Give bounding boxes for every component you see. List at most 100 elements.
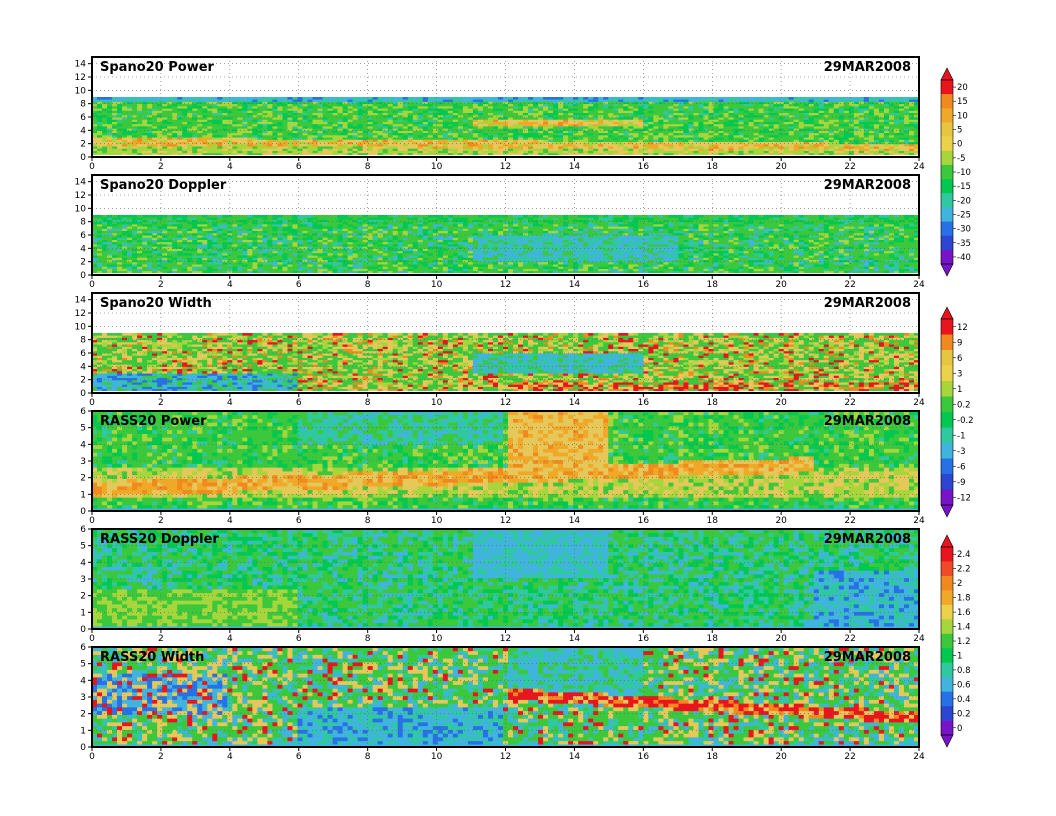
heatmap-cell — [177, 231, 182, 234]
heatmap-cell — [458, 113, 463, 116]
heatmap-cell — [267, 97, 272, 100]
heatmap-cell — [894, 97, 899, 100]
heatmap-cell — [423, 113, 428, 116]
heatmap-cell — [578, 113, 583, 116]
heatmap-cell — [333, 97, 338, 100]
heatmap-cell — [97, 142, 102, 145]
heatmap-cell — [292, 142, 297, 145]
heatmap-cell — [638, 142, 643, 145]
heatmap-cell — [142, 215, 147, 218]
heatmap-cell — [187, 231, 192, 234]
heatmap-cell — [483, 113, 488, 116]
heatmap-cell — [147, 142, 152, 145]
heatmap-cell — [794, 113, 799, 116]
heatmap-cell — [177, 260, 182, 263]
heatmap-cell — [528, 97, 533, 100]
heatmap-cell — [764, 113, 769, 116]
heatmap-cell — [829, 142, 834, 145]
heatmap-cell — [182, 97, 187, 100]
heatmap-cell — [739, 97, 744, 100]
heatmap-cell — [162, 113, 167, 116]
heatmap-cell — [698, 142, 703, 145]
heatmap-cell — [147, 231, 152, 234]
heatmap-cell — [889, 97, 894, 100]
heatmap-cell — [598, 97, 603, 100]
heatmap-cell — [202, 97, 207, 100]
heatmap-cell — [408, 97, 413, 100]
heatmap-cell — [247, 113, 252, 116]
heatmap-cell — [724, 113, 729, 116]
heatmap-cell — [117, 215, 122, 218]
heatmap-cell — [97, 231, 102, 234]
heatmap-cell — [373, 113, 378, 116]
heatmap-cell — [729, 113, 734, 116]
heatmap-cell — [338, 113, 343, 116]
heatmap-cell — [443, 97, 448, 100]
heatmap-cell — [498, 97, 503, 100]
heatmap-cell — [819, 97, 824, 100]
heatmap-cell — [137, 215, 142, 218]
heatmap-cell — [443, 113, 448, 116]
heatmap-cell — [819, 113, 824, 116]
heatmap-cell — [102, 113, 107, 116]
heatmap-cell — [443, 142, 448, 145]
heatmap-cell — [182, 113, 187, 116]
x-tick-label: 24 — [913, 162, 925, 172]
heatmap-cell — [714, 113, 719, 116]
heatmap-cell — [348, 97, 353, 100]
heatmap-cell — [252, 97, 257, 100]
heatmap-cell — [272, 113, 277, 116]
heatmap-cell — [107, 260, 112, 263]
heatmap-cell — [378, 113, 383, 116]
heatmap-cell — [668, 113, 673, 116]
heatmap-cell — [638, 97, 643, 100]
heatmap-cell — [358, 97, 363, 100]
heatmap-cell — [633, 113, 638, 116]
panel-date: 29MAR2008 — [824, 60, 911, 75]
heatmap-cell — [698, 97, 703, 100]
heatmap-cell — [152, 113, 157, 116]
heatmap-cell — [593, 142, 598, 145]
heatmap-cell — [824, 97, 829, 100]
heatmap-cell — [282, 113, 287, 116]
heatmap-cell — [899, 113, 904, 116]
heatmap-cell — [658, 142, 663, 145]
heatmap-cell — [463, 97, 468, 100]
heatmap-cell — [242, 142, 247, 145]
heatmap-cell — [678, 142, 683, 145]
heatmap-cell — [137, 231, 142, 234]
heatmap-cell — [829, 97, 834, 100]
x-tick-label: 22 — [844, 162, 855, 172]
heatmap-cell — [799, 97, 804, 100]
heatmap-cell — [653, 113, 658, 116]
heatmap-cell — [698, 113, 703, 116]
heatmap-cell — [603, 113, 608, 116]
heatmap-cell — [282, 97, 287, 100]
y-tick-label: 4 — [80, 126, 86, 136]
heatmap-cell — [708, 97, 713, 100]
heatmap-cell — [583, 113, 588, 116]
heatmap-cell — [543, 142, 548, 145]
heatmap-cell — [488, 97, 493, 100]
heatmap-cell — [287, 97, 292, 100]
heatmap-cell — [433, 113, 438, 116]
heatmap-cell — [628, 113, 633, 116]
heatmap-cell — [538, 113, 543, 116]
heatmap-cell — [688, 142, 693, 145]
heatmap-cell — [242, 97, 247, 100]
heatmap-cell — [202, 113, 207, 116]
heatmap-cell — [102, 231, 107, 234]
heatmap-cell — [683, 113, 688, 116]
heatmap-cell — [388, 113, 393, 116]
heatmap-cell — [468, 97, 473, 100]
heatmap-cell — [413, 142, 418, 145]
heatmap-cell — [162, 231, 167, 234]
heatmap-cell — [102, 215, 107, 218]
heatmap-cell — [112, 113, 117, 116]
heatmap-cell — [618, 97, 623, 100]
heatmap-cell — [177, 113, 182, 116]
heatmap-cell — [744, 97, 749, 100]
heatmap-cell — [207, 113, 212, 116]
heatmap-cell — [333, 142, 338, 145]
heatmap-cell — [383, 97, 388, 100]
